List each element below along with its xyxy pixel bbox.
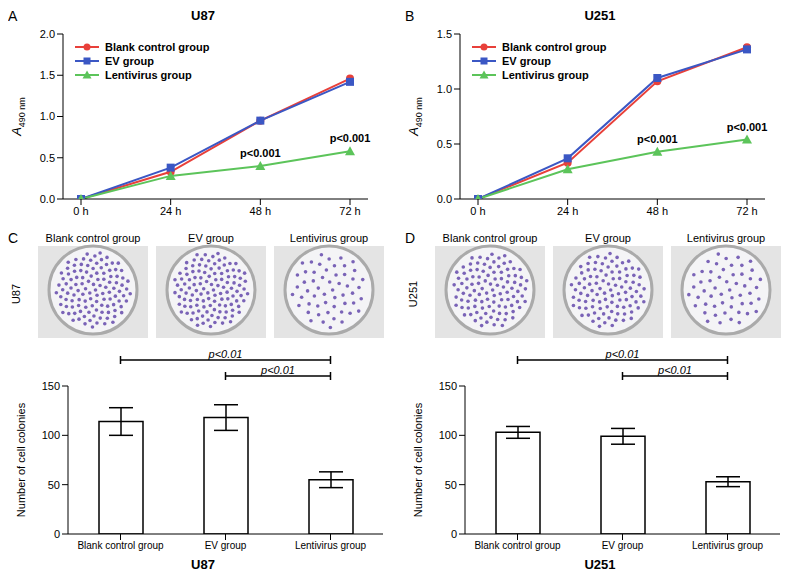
svg-text:50: 50 bbox=[48, 479, 60, 491]
svg-text:100: 100 bbox=[42, 429, 60, 441]
svg-text:U87: U87 bbox=[10, 284, 22, 304]
svg-text:0 h: 0 h bbox=[470, 205, 485, 217]
svg-text:150: 150 bbox=[42, 380, 60, 392]
svg-text:100: 100 bbox=[439, 429, 457, 441]
svg-text:50: 50 bbox=[445, 479, 457, 491]
svg-text:150: 150 bbox=[439, 380, 457, 392]
svg-text:1.5: 1.5 bbox=[437, 28, 452, 40]
svg-text:Lentivirus group: Lentivirus group bbox=[290, 232, 368, 244]
svg-text:A490 nm: A490 nm bbox=[9, 97, 27, 137]
svg-text:Lentivirus group: Lentivirus group bbox=[295, 540, 367, 551]
svg-text:Blank control group: Blank control group bbox=[474, 540, 561, 551]
svg-text:2.0: 2.0 bbox=[40, 28, 55, 40]
svg-text:1.0: 1.0 bbox=[437, 83, 452, 95]
svg-text:EV group: EV group bbox=[205, 540, 247, 551]
svg-text:p<0.01: p<0.01 bbox=[657, 364, 692, 376]
svg-text:0.0: 0.0 bbox=[40, 193, 55, 205]
html-text:U251: U251 bbox=[584, 8, 616, 23]
svg-text:Lentivirus group: Lentivirus group bbox=[687, 232, 765, 244]
svg-text:p<0.001: p<0.001 bbox=[727, 121, 768, 133]
svg-text:Blank control group: Blank control group bbox=[77, 540, 164, 551]
svg-text:p<0.001: p<0.001 bbox=[330, 132, 371, 144]
svg-text:1.5: 1.5 bbox=[40, 69, 55, 81]
svg-text:EV group: EV group bbox=[105, 55, 154, 67]
svg-text:0: 0 bbox=[54, 528, 60, 540]
svg-text:A490 nm: A490 nm bbox=[406, 97, 424, 137]
svg-text:0 h: 0 h bbox=[73, 205, 88, 217]
svg-text:p<0.001: p<0.001 bbox=[637, 133, 678, 145]
svg-text:72 h: 72 h bbox=[736, 205, 757, 217]
svg-text:48 h: 48 h bbox=[250, 205, 271, 217]
svg-text:72 h: 72 h bbox=[339, 205, 360, 217]
svg-text:0.0: 0.0 bbox=[437, 193, 452, 205]
svg-text:0.5: 0.5 bbox=[40, 152, 55, 164]
svg-text:Number of cell colonies: Number of cell colonies bbox=[15, 402, 27, 517]
svg-text:0.5: 0.5 bbox=[437, 138, 452, 150]
html-text:D: D bbox=[405, 230, 416, 246]
svg-text:p<0.01: p<0.01 bbox=[208, 348, 243, 360]
svg-text:U251: U251 bbox=[407, 281, 419, 307]
svg-text:0: 0 bbox=[451, 528, 457, 540]
svg-text:p<0.01: p<0.01 bbox=[605, 348, 640, 360]
svg-text:EV group: EV group bbox=[602, 540, 644, 551]
svg-text:Blank control group: Blank control group bbox=[46, 232, 141, 244]
svg-text:EV group: EV group bbox=[188, 232, 234, 244]
html-text:B: B bbox=[405, 8, 415, 24]
svg-text:EV group: EV group bbox=[585, 232, 631, 244]
svg-text:48 h: 48 h bbox=[647, 205, 668, 217]
svg-text:24 h: 24 h bbox=[557, 205, 578, 217]
svg-text:Lentivirus group: Lentivirus group bbox=[105, 69, 192, 81]
svg-text:Blank control group: Blank control group bbox=[502, 41, 607, 53]
svg-text:1.0: 1.0 bbox=[40, 110, 55, 122]
svg-text:Lentivirus group: Lentivirus group bbox=[502, 69, 589, 81]
html-text:U251: U251 bbox=[584, 557, 616, 572]
html-text:A: A bbox=[8, 8, 18, 24]
svg-text:Blank control group: Blank control group bbox=[105, 41, 210, 53]
svg-text:EV group: EV group bbox=[502, 55, 551, 67]
html-text:U87: U87 bbox=[191, 557, 215, 572]
svg-text:Blank control group: Blank control group bbox=[443, 232, 538, 244]
html-text:C: C bbox=[8, 230, 19, 246]
svg-text:Number of cell colonies: Number of cell colonies bbox=[412, 402, 424, 517]
svg-text:Lentivirus group: Lentivirus group bbox=[692, 540, 764, 551]
svg-text:24 h: 24 h bbox=[160, 205, 181, 217]
svg-text:p<0.01: p<0.01 bbox=[260, 364, 295, 376]
svg-text:p<0.001: p<0.001 bbox=[240, 147, 281, 159]
html-text:U87: U87 bbox=[191, 8, 215, 23]
